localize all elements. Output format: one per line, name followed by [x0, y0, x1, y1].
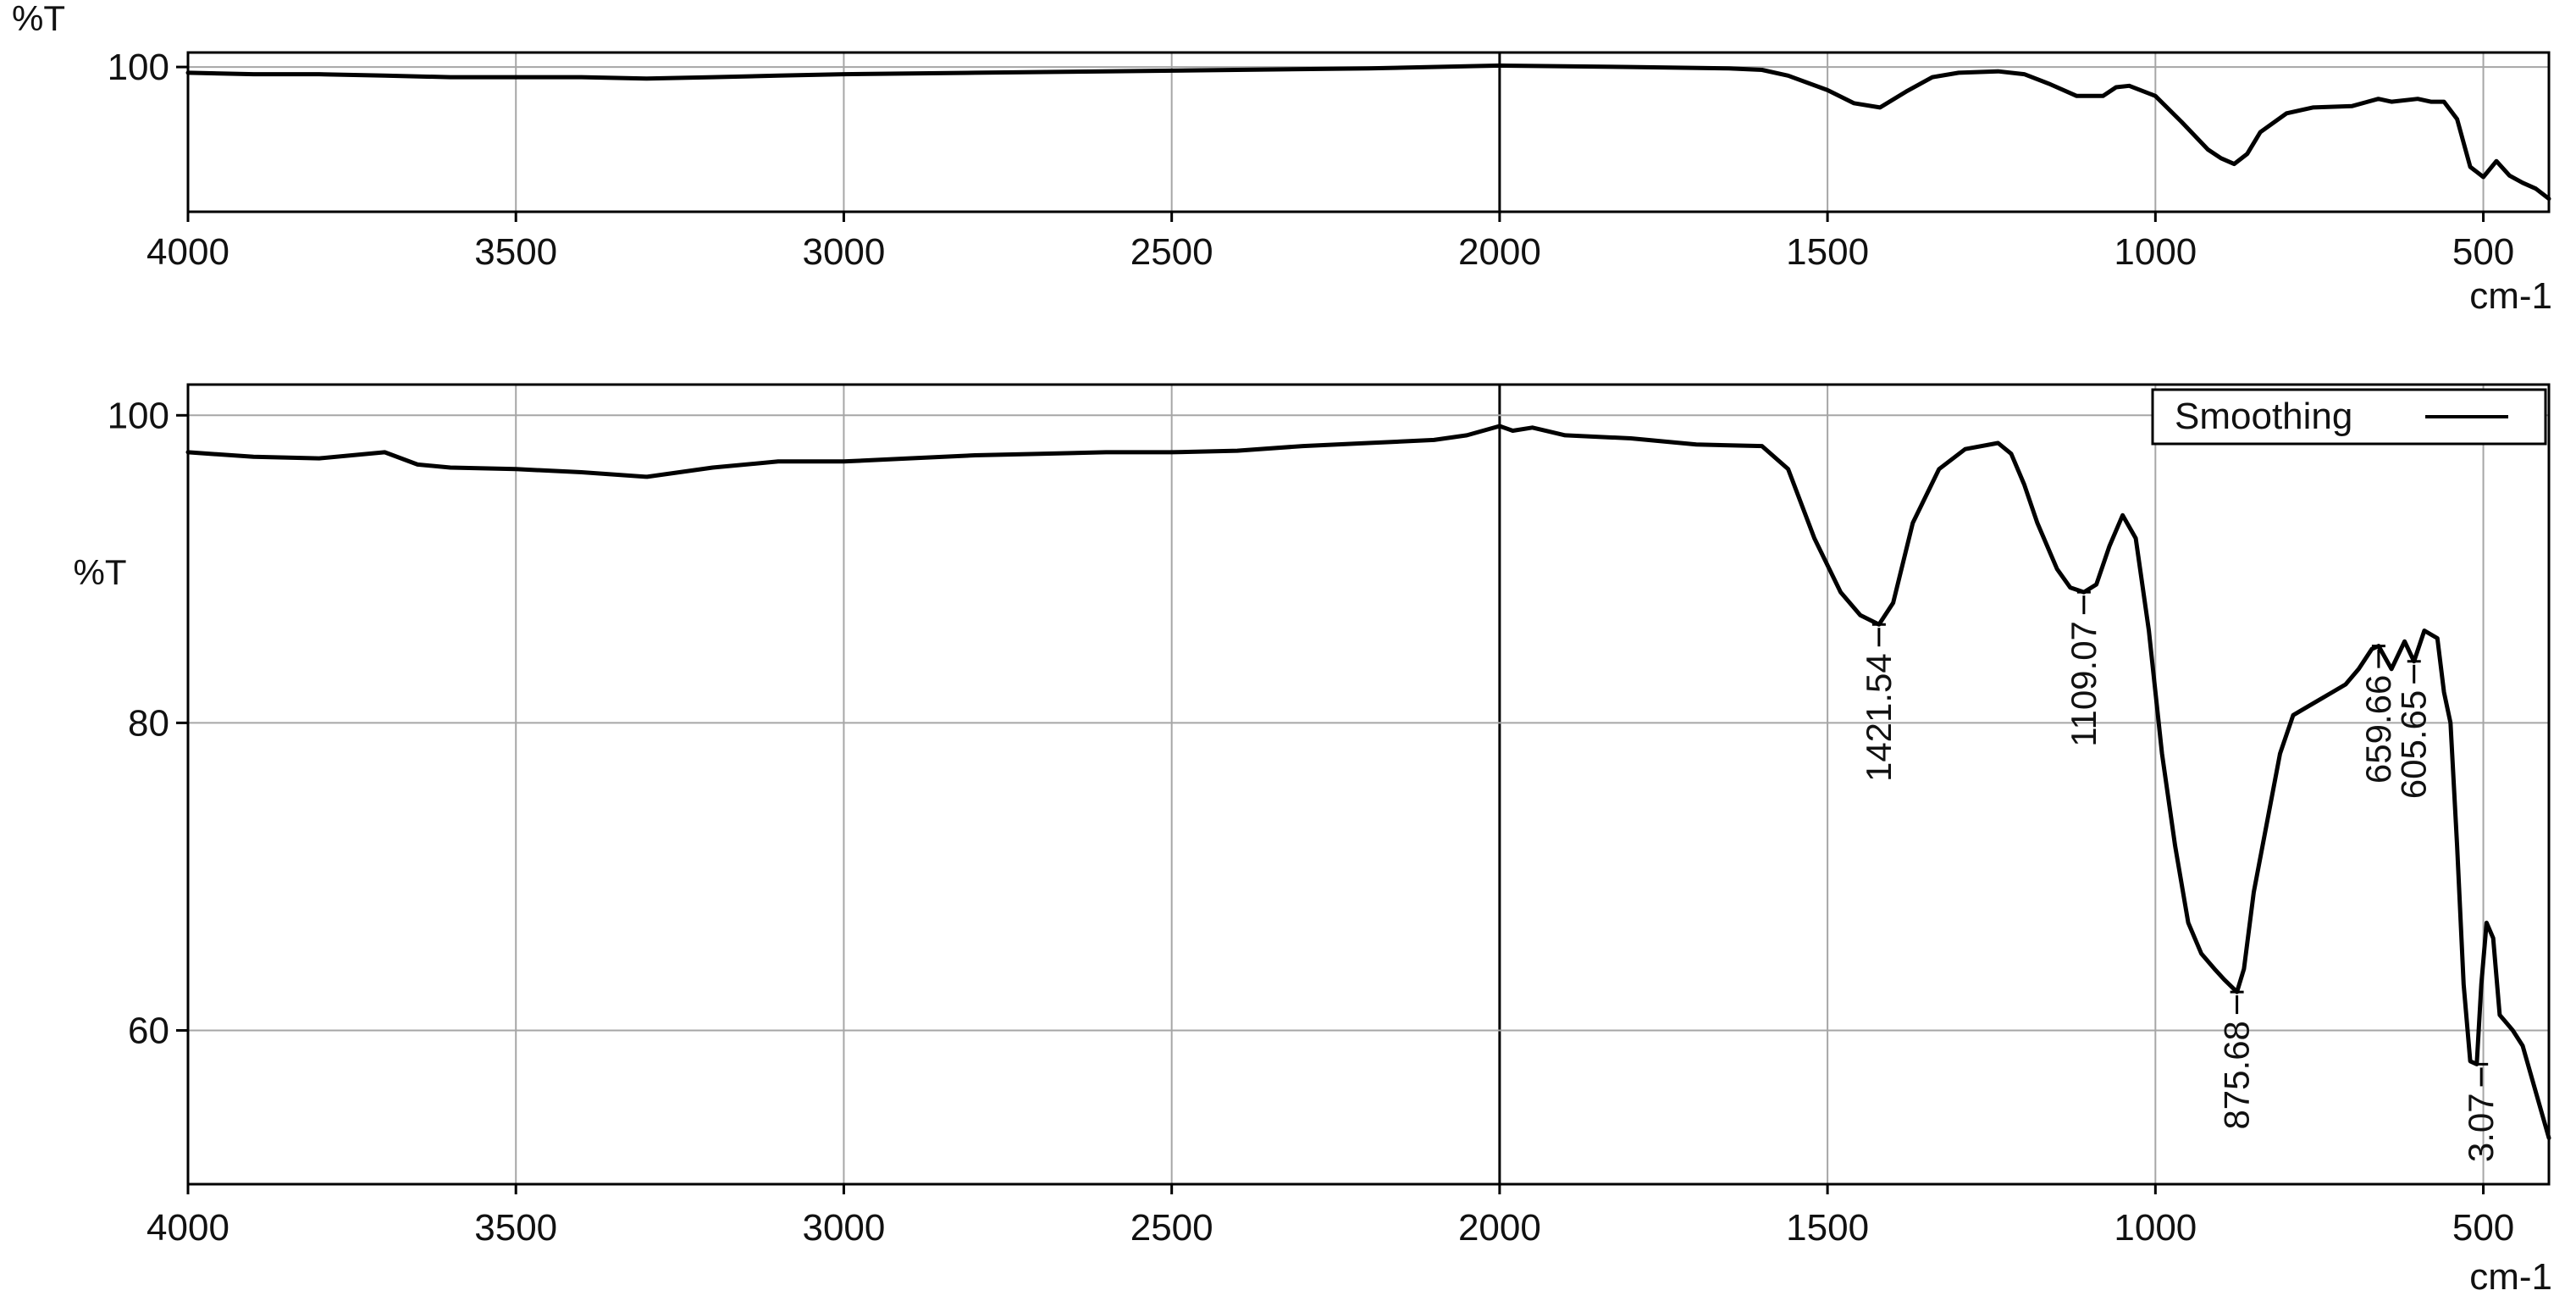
x-axis-label: cm-1 — [2469, 1256, 2552, 1298]
x-tick-label: 4000 — [146, 231, 229, 273]
series-line-1 — [185, 63, 2551, 202]
legend-entry-label: Smoothing — [2175, 396, 2352, 437]
x-tick-label: 500 — [2452, 1207, 2514, 1249]
x-tick-label: 4000 — [146, 1207, 229, 1249]
x-tick-label: 1500 — [1786, 1207, 1869, 1249]
peak-label: 875.68 — [2217, 1021, 2257, 1129]
chart-panel-2: 4000 3500 3000 2500 2000 1500 1000 500 100 80 60 %T… — [74, 383, 2552, 1298]
y-tick-label: 80 — [128, 702, 169, 744]
x-tick-label: 2000 — [1458, 1207, 1541, 1249]
y-axis-label: %T — [74, 552, 127, 592]
legend: Smoothing — [2151, 388, 2547, 446]
x-tick-label: 1500 — [1786, 231, 1869, 273]
x-axis-label: cm-1 — [2469, 275, 2552, 317]
x-tick-label: 1000 — [2114, 231, 2197, 273]
x-tick-label: 2500 — [1130, 231, 1213, 273]
x-tick-label: 2500 — [1130, 1207, 1213, 1249]
y-tick-label: 100 — [108, 47, 169, 88]
x-tick-label: 500 — [2452, 231, 2514, 273]
peak-label: 1421.54 — [1859, 653, 1899, 782]
peak-label: 1109.07 — [2064, 621, 2103, 747]
peak-label: 3.07 — [2461, 1093, 2501, 1162]
chart-panel-1: 4000 3500 3000 2500 2000 1500 1000 500 100 %T cm-1 — [12, 0, 2552, 317]
y-tick-label: 60 — [128, 1010, 169, 1051]
x-tick-label: 3500 — [474, 231, 557, 273]
y-tick-label: 100 — [108, 395, 169, 436]
y-axis-label: %T — [12, 0, 65, 38]
peak-label: 605.65 — [2394, 690, 2434, 799]
plot-frame — [186, 51, 2551, 213]
x-tick-label: 3500 — [474, 1207, 557, 1249]
x-tick-label: 2000 — [1458, 231, 1541, 273]
x-tick-label: 3000 — [802, 1207, 885, 1249]
x-tick-label: 3000 — [802, 231, 885, 273]
plot-frame — [186, 383, 2551, 1186]
peak-label: 659.66 — [2358, 675, 2398, 784]
x-tick-label: 1000 — [2114, 1207, 2197, 1249]
